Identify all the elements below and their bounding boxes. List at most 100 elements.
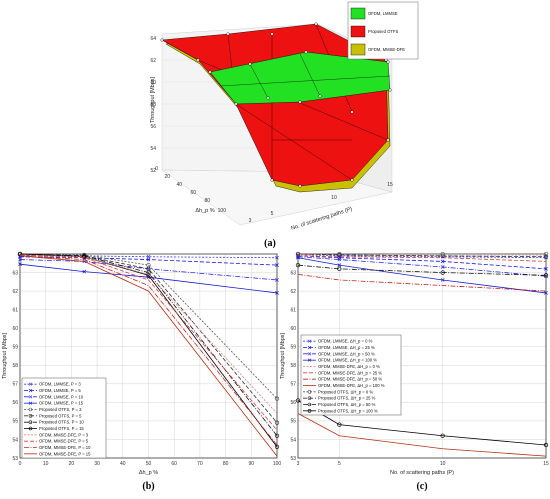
data-point xyxy=(275,291,279,295)
legend-box xyxy=(21,377,107,459)
legend-box xyxy=(300,334,402,416)
legend-label: OFDM, LMMSE, ΔH_p = 100 % xyxy=(318,358,377,363)
data-point xyxy=(337,257,342,262)
panel-a-3d-surface: 52 54 56 58 60 62 64 0 20 40 60 80 100 3 5 10 15 Through… xyxy=(150,1,419,249)
data-point xyxy=(274,396,280,401)
y-tick-label: 59 xyxy=(12,345,18,351)
legend-marker xyxy=(307,345,312,350)
series-line xyxy=(19,259,278,281)
series-line xyxy=(297,254,547,259)
series-line xyxy=(297,255,547,262)
legend-label: Proposed OTFS, P = 3 xyxy=(39,407,82,412)
legend-label: OFDM, LMMSE, P = 10 xyxy=(39,394,84,399)
legend-marker xyxy=(307,409,312,413)
series-line xyxy=(19,254,278,431)
data-point xyxy=(440,270,445,275)
series-line xyxy=(19,256,278,266)
y-tick-label: 57 xyxy=(290,382,296,388)
legend-label: OFDM, MMSE-DFE, ΔH_p = 25 % xyxy=(318,370,382,375)
z-tick-label: 62 xyxy=(150,58,156,64)
y-tick-label: 100 xyxy=(218,208,227,214)
panel-c-line-chart: 3 5 10 15 53 54 55 56 57 58 59 60 61 62 63 No. of scatt… xyxy=(280,251,549,492)
surface-mesh-line xyxy=(299,53,321,97)
data-point xyxy=(275,263,279,267)
x-tick-label: 100 xyxy=(273,461,282,467)
data-point xyxy=(146,273,151,278)
surface-mesh-line xyxy=(219,75,391,87)
y-tick-label: 62 xyxy=(290,289,296,295)
data-point xyxy=(543,273,549,278)
legend-label: Proposed OTFS, ΔH_p = 0 % xyxy=(318,389,373,394)
surface-vertex xyxy=(270,178,274,182)
z-tick-label: 58 xyxy=(150,102,156,108)
x-tick-label: 5 xyxy=(338,461,341,467)
surface-vertex xyxy=(196,58,200,62)
y-axis-label: Throughput [Mbps] xyxy=(2,332,8,379)
y-tick-label: 56 xyxy=(12,400,18,406)
legend-marker xyxy=(28,420,33,424)
surface-vertex xyxy=(350,178,354,182)
y-tick-label: 55 xyxy=(12,419,18,425)
x-tick-label: 30 xyxy=(94,461,100,467)
legend-label: OFDM, MMSE-DFE xyxy=(368,47,405,52)
surface-vertex xyxy=(226,32,230,36)
surface-vertex xyxy=(270,32,274,36)
y-axis-label: Throughput [Mbps] xyxy=(280,332,286,379)
y-tick-label: 61 xyxy=(12,307,18,313)
x-tick-label: 3 xyxy=(297,461,300,467)
series-line xyxy=(297,274,547,292)
data-point xyxy=(440,259,445,264)
surface-mesh-line xyxy=(235,103,353,181)
data-point xyxy=(17,251,23,257)
y-tick-label: 54 xyxy=(12,437,18,443)
y-tick-label: 63 xyxy=(12,270,18,276)
y-tick-label: 60 xyxy=(290,326,296,332)
panel-a-label: (a) xyxy=(264,238,276,249)
y-tick-label: 53 xyxy=(290,456,296,462)
surface-mesh-line xyxy=(161,39,199,61)
x-tick-label: 10 xyxy=(331,195,337,201)
series-line xyxy=(297,256,547,277)
data-point xyxy=(543,442,549,448)
surface-vertex xyxy=(388,88,392,92)
x-tick-label: 15 xyxy=(387,182,393,188)
y-tick-label: 0 xyxy=(155,166,158,172)
series-line xyxy=(297,264,547,276)
y-tick-label: 63 xyxy=(290,270,296,276)
x-tick-label: 90 xyxy=(249,461,255,467)
panel-a-ticks: 52 54 56 58 60 62 64 0 20 40 60 80 100 3 5 10 15 xyxy=(150,36,393,224)
y-tick-label: 58 xyxy=(12,363,18,369)
data-point xyxy=(146,257,151,262)
z-tick-label: 60 xyxy=(150,80,156,86)
legend-label: OFDM, MMSE-DFE, P = 10 xyxy=(39,445,91,450)
data-point xyxy=(337,266,342,271)
x-axis-label: No. of scattering paths (P) xyxy=(390,470,454,476)
legend-label: OFDM, LMMSE, P = 3 xyxy=(39,382,81,387)
z-tick-label: 54 xyxy=(150,146,156,152)
legend-marker xyxy=(307,352,312,356)
surface-vertex xyxy=(386,60,390,64)
y-tick-label: 55 xyxy=(290,419,296,425)
data-point xyxy=(337,252,342,258)
legend-label: Proposed OTFS xyxy=(368,29,398,34)
data-point xyxy=(295,262,301,268)
legend-label: OFDM, LMMSE, P = 15 xyxy=(39,401,84,406)
series-line xyxy=(19,253,278,436)
panel-a-zlabel: Throughput [Mbps] xyxy=(150,76,156,123)
data-point xyxy=(18,257,22,262)
y-tick-label: 53 xyxy=(12,456,18,462)
panel-a-ylabel: Δh_p % xyxy=(195,208,214,214)
legend-marker xyxy=(28,426,33,431)
series-line xyxy=(19,255,278,446)
data-point xyxy=(440,265,445,269)
y-tick-label: 56 xyxy=(290,400,296,406)
data-point xyxy=(296,255,300,260)
data-point xyxy=(274,433,280,438)
legend-marker xyxy=(28,395,33,399)
legend-label: OFDM, LMMSE, ΔH_p = 0 % xyxy=(318,339,373,344)
data-point xyxy=(275,255,279,260)
legend-label: OFDM, MMSE-DFE, P = 3 xyxy=(39,432,89,437)
surface-vertex xyxy=(386,138,390,142)
y-tick-label: 58 xyxy=(290,363,296,369)
data-point xyxy=(275,278,279,282)
